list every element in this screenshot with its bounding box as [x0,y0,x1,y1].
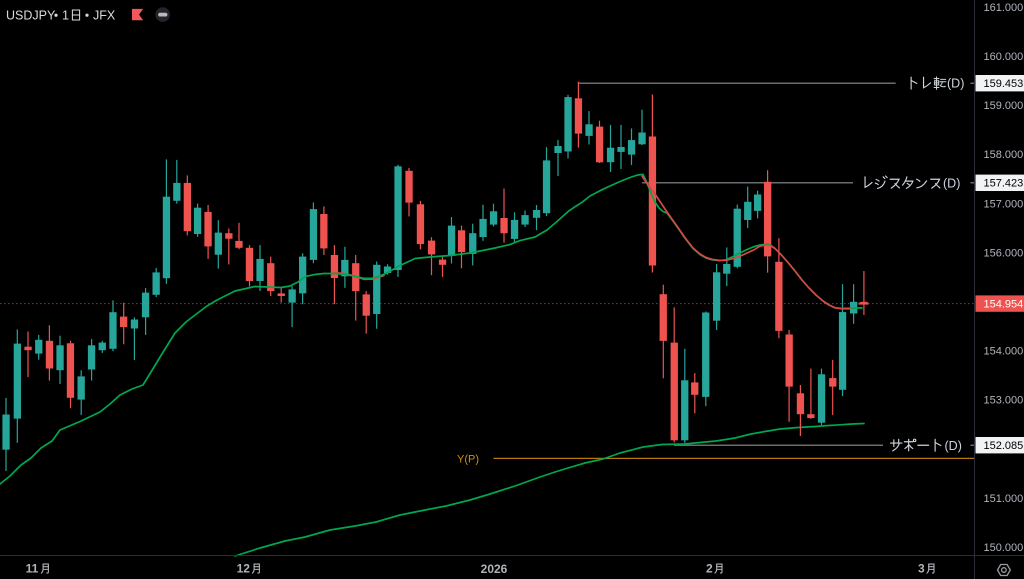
svg-text:158.000: 158.000 [984,149,1024,161]
svg-text:150.000: 150.000 [984,542,1024,554]
svg-text:152.085: 152.085 [984,440,1024,452]
svg-text:(D): (D) [945,439,962,453]
svg-text:2: 2 [706,561,713,575]
svg-text:11: 11 [26,561,39,575]
svg-text:1: 1 [62,8,69,22]
svg-text:(D): (D) [947,77,964,91]
svg-text:160.000: 160.000 [984,51,1024,63]
svg-text:159.000: 159.000 [984,100,1024,112]
svg-text:153.000: 153.000 [984,395,1024,407]
svg-text:156.000: 156.000 [984,247,1024,259]
svg-text:(D): (D) [943,176,960,190]
svg-text:154.000: 154.000 [984,346,1024,358]
svg-text:JFX: JFX [93,8,116,22]
svg-text:2026: 2026 [481,562,508,576]
svg-text:161.000: 161.000 [984,2,1024,14]
svg-text:USDJPY: USDJPY [6,8,56,22]
svg-text:3: 3 [918,561,925,575]
svg-text:151.000: 151.000 [984,493,1024,505]
svg-text:12: 12 [237,561,251,575]
svg-text:157.423: 157.423 [984,178,1024,190]
svg-text:157.000: 157.000 [984,198,1024,210]
svg-text:Y(P): Y(P) [457,454,479,466]
svg-text:154.954: 154.954 [984,299,1024,311]
svg-text:159.453: 159.453 [984,78,1024,90]
